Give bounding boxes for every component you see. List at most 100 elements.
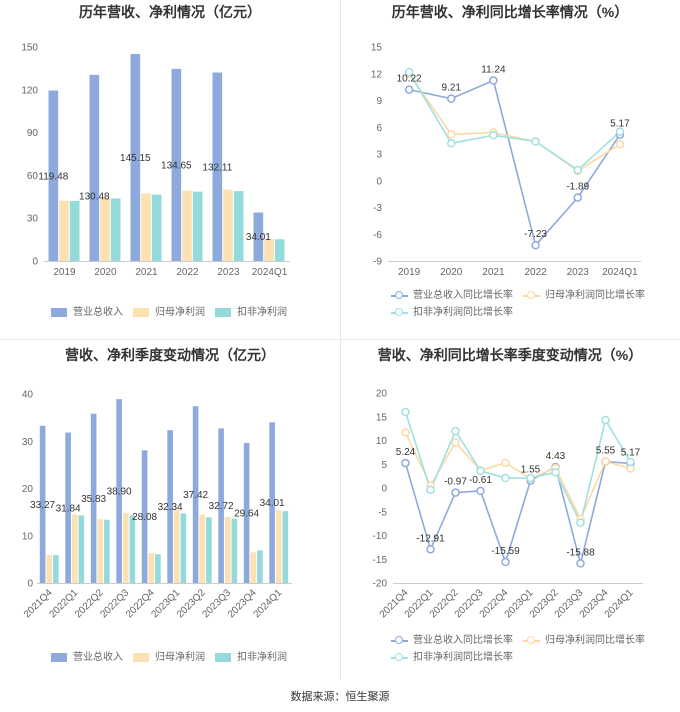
series-1-bar [141, 450, 148, 583]
series-2-point [451, 438, 460, 447]
series-1-line [404, 460, 631, 565]
series-1-bar [218, 428, 224, 583]
chart-4-plot: -20-15-10-5051015202021Q42022Q12022Q2202… [373, 389, 643, 620]
legend-label: 扣非净利润 [237, 651, 287, 663]
point-value-label: 11.24 [481, 65, 506, 76]
bar-value-label: 32.72 [209, 501, 234, 512]
x-tick-label: 2022 [176, 267, 199, 278]
legend-line-marker [523, 291, 540, 301]
y-tick-label: 3 [376, 150, 382, 161]
series-2-bar [264, 239, 274, 261]
y-tick-label: 12 [371, 69, 383, 80]
series-2-bar [100, 197, 110, 261]
legend-row: 营业总收入 归母净利润 扣非净利润 [51, 649, 297, 666]
legend-label: 营业总收入同比增长率 [413, 289, 513, 301]
y-tick-label: 20 [22, 484, 34, 495]
chart-1-plot: 0 30 60 90 120 150 2019 2020 2021 2022 2023 2024Q1 1… [21, 43, 290, 278]
point-value-label: -7.23 [524, 229, 547, 240]
series-2-bar [173, 509, 180, 583]
chart-2-legend: 营业总收入同比增长率 归母净利润同比增长率 扣非净利润同比增长率 [391, 287, 655, 321]
legend-item-net-profit: 归母净利润 [133, 651, 205, 665]
series-2-point [447, 130, 456, 139]
legend-label: 扣非净利润同比增长率 [413, 651, 513, 663]
y-tick-label: 30 [27, 214, 39, 225]
series-3-point [573, 165, 582, 175]
series-3-bar [231, 518, 238, 583]
series-3-point [476, 466, 485, 476]
series-2-line [404, 432, 631, 521]
series-2-bar [275, 510, 282, 583]
point-value-label: 5.17 [621, 447, 641, 458]
series-3-point [531, 137, 540, 146]
series-3-bar [53, 555, 59, 583]
series-1-bar [269, 422, 275, 583]
series-2-bar [148, 553, 155, 583]
series-1-point [404, 85, 414, 94]
series-2-point [601, 457, 610, 466]
series-2-point [401, 428, 410, 437]
series-1-point [401, 458, 410, 468]
series-2-point [501, 458, 510, 468]
chart-1-legend: 营业总收入 归母净利润 扣非净利润 [51, 304, 297, 321]
legend-item-revenue: 营业总收入 [51, 306, 123, 320]
point-value-label: -15.59 [491, 546, 520, 557]
series-2-line [408, 73, 621, 172]
legend-swatch [51, 308, 67, 317]
series-3-point [451, 426, 460, 436]
x-tick-label: 2020 [94, 267, 117, 278]
legend-swatch [215, 308, 231, 317]
legend-item-revenue: 营业总收入 [51, 651, 123, 665]
chart-3-legend: 营业总收入 归母净利润 扣非净利润 [51, 649, 297, 666]
series-1-point [531, 240, 540, 250]
point-value-label: -12.91 [416, 533, 445, 544]
y-tick-label: -5 [378, 507, 387, 518]
x-tick-label: 2021 [135, 267, 158, 278]
series-1-bar [116, 399, 122, 583]
bar-value-label: 34.01 [260, 498, 285, 509]
legend-swatch [215, 653, 231, 662]
series-3-bar [257, 550, 263, 583]
series-1-bar [89, 74, 100, 261]
series-3-point [601, 415, 610, 425]
legend-item-net-profit-growth: 归母净利润同比增长率 [523, 634, 645, 648]
legend-swatch [51, 653, 67, 662]
legend-line-marker [391, 636, 408, 646]
legend-label: 归母净利润同比增长率 [545, 289, 645, 301]
legend-label: 扣非净利润同比增长率 [413, 306, 513, 318]
series-2-point [615, 139, 625, 149]
chart-2-plot: -9 -6 -3 0 3 6 9 12 15 2019 2020 2021 2022 2023 2024Q1… [371, 43, 641, 278]
legend-label: 营业总收入同比增长率 [413, 634, 513, 646]
series-2-bar [224, 516, 231, 583]
y-tick-label: 90 [27, 128, 39, 139]
legend-label: 归母净利润同比增长率 [545, 634, 645, 646]
series-1-bar [48, 90, 59, 261]
y-tick-label: -15 [373, 555, 388, 566]
x-tick-label: 2020 [440, 267, 463, 278]
point-value-label: 10.22 [397, 74, 422, 85]
series-3-point [404, 67, 414, 77]
series-3-line [408, 71, 621, 172]
legend-item-deducted-net-profit: 扣非净利润 [215, 651, 287, 665]
legend-item-net-profit: 归母净利润 [133, 306, 205, 320]
series-3-bar [151, 194, 162, 261]
point-value-label: 4.43 [546, 451, 566, 462]
legend-line-marker [523, 636, 540, 646]
legend-row: 营业总收入同比增长率 归母净利润同比增长率 [391, 287, 655, 304]
series-3-bar [180, 513, 187, 583]
legend-label: 归母净利润 [155, 651, 205, 663]
bar-value-label: 32.34 [158, 502, 183, 513]
series-1-line [408, 79, 621, 247]
series-3-point [489, 131, 498, 140]
series-1-bar [171, 68, 182, 262]
bar-value-label: 130.48 [79, 191, 110, 202]
series-3-point [551, 468, 560, 477]
legend-line-marker [391, 308, 408, 318]
series-2-bar [97, 519, 104, 583]
bar-value-label: 134.65 [161, 160, 192, 171]
legend-item-revenue-growth: 营业总收入同比增长率 [391, 634, 513, 648]
bar-value-label: 37.42 [183, 490, 208, 501]
y-tick-label: 10 [22, 531, 34, 542]
point-value-label: -0.61 [469, 475, 492, 486]
series-1-point [476, 486, 485, 496]
series-3-point [426, 485, 435, 495]
